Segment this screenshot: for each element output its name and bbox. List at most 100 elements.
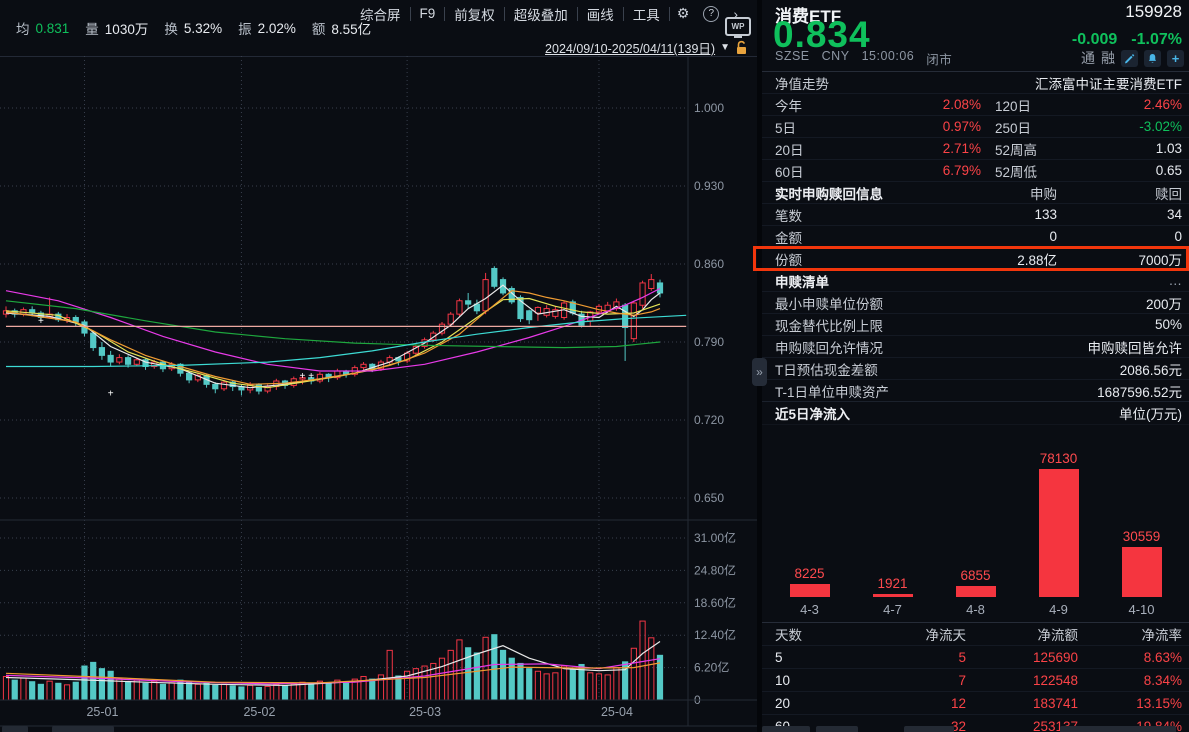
svg-text:0.790: 0.790 [694, 335, 724, 349]
panel-expander[interactable]: » [752, 358, 767, 386]
avg-value: 0.831 [35, 20, 70, 36]
bottom-tab-stub[interactable] [816, 726, 858, 732]
chart-pane: 均 0.831 量 1030万 换 5.32% 振 2.02% 额 8.55亿 … [0, 0, 757, 732]
svg-text:1.000: 1.000 [694, 101, 724, 115]
redeem-row: 最小申赎单位份额 200万 [762, 292, 1189, 314]
svg-text:0.720: 0.720 [694, 413, 724, 427]
change-value: -0.009 [1071, 31, 1118, 48]
svg-text:25-03: 25-03 [409, 705, 441, 719]
toolbar-item-composite-screen[interactable]: 综合屏 [360, 7, 401, 23]
nav-stat-row: 60日 6.79% 52周低 0.65 [762, 160, 1189, 182]
nav-title: 净值走势 [775, 76, 829, 92]
amplitude-value: 2.02% [257, 20, 296, 36]
amplitude-label: 振 [238, 22, 252, 37]
amount-value: 8.55亿 [331, 22, 372, 37]
fund-name: 汇添富中证主要消费ETF [1035, 76, 1182, 92]
redeem-row: T日预估现金差额 2086.56元 [762, 358, 1189, 380]
toolbar-item-draw-line[interactable]: 画线 [586, 7, 614, 23]
volume-label: 量 [85, 22, 99, 37]
edit-icon[interactable] [1121, 49, 1138, 67]
chart-header: 均 0.831 量 1030万 换 5.32% 振 2.02% 额 8.55亿 … [0, 0, 757, 57]
realtime-section-header: 实时申购赎回信息 申购 赎回 [762, 182, 1189, 204]
realtime-row-amount: 金额 0 0 [762, 226, 1189, 248]
gear-icon[interactable]: ⚙ [676, 5, 690, 21]
change-percent: -1.07% [1131, 31, 1182, 48]
session-status: 闭市 [926, 53, 953, 67]
unlock-icon[interactable] [735, 40, 748, 55]
date-range-selector[interactable]: 2024/09/10-2025/04/11(139日) [545, 42, 716, 56]
inflow-bar [955, 586, 996, 597]
turnover-value: 5.32% [183, 20, 223, 36]
bottom-tab-stub[interactable] [1060, 726, 1176, 732]
add-icon[interactable]: + [1167, 49, 1184, 67]
inflow-unit-label: 单位(万元) [1119, 407, 1182, 422]
quote-stats: 均 0.831 量 1030万 换 5.32% 振 2.02% 额 8.55亿 [6, 18, 371, 38]
amount-label: 额 [311, 22, 326, 37]
quote-time: 15:00:06 [861, 49, 915, 63]
inflow-categories: 4-3 4-7 4-8 4-9 4-10 [762, 597, 1189, 623]
bottom-tab-stub[interactable] [904, 726, 954, 732]
inflow-bar [1121, 547, 1162, 597]
svg-text:0.930: 0.930 [694, 179, 724, 193]
bell-icon[interactable] [1144, 49, 1161, 67]
redeem-row: 申购赎回允许情况 申购赎回皆允许 [762, 336, 1189, 358]
currency-label: CNY [821, 49, 850, 63]
toolbar-item-forward-adjust[interactable]: 前复权 [454, 7, 495, 23]
subscribe-column-header: 申购 [1030, 186, 1057, 202]
inflow-bar [872, 594, 913, 597]
svg-text:+: + [300, 371, 306, 382]
realtime-row-shares: 份额 2.88亿 7000万 [753, 246, 1189, 271]
bottom-tab-stub[interactable] [762, 726, 810, 732]
svg-text:+: + [38, 316, 44, 327]
svg-text:6.20亿: 6.20亿 [694, 660, 729, 675]
instrument-name: 消费ETF [775, 7, 842, 26]
chevron-down-icon[interactable]: ▼ [720, 42, 730, 53]
more-icon[interactable]: … [1168, 273, 1183, 288]
price-change: -0.009 -1.07% [1072, 31, 1182, 49]
toolbar-item-f9[interactable]: F9 [419, 6, 436, 21]
inflow-bar [789, 584, 830, 597]
redeem-row: T-1日单位申赎资产 1687596.52元 [762, 380, 1189, 402]
market-status: SZSE CNY 15:00:06 闭市 [775, 49, 952, 68]
quote-panel: 消费ETF 159928 0.834 -0.009 -1.07% SZSE CN… [753, 0, 1189, 732]
margin-badge: 融 [1101, 50, 1115, 66]
quote-header: 消费ETF 159928 0.834 -0.009 -1.07% SZSE CN… [762, 0, 1189, 72]
svg-text:12.40亿: 12.40亿 [694, 627, 736, 642]
last-price: 0.834 [773, 14, 871, 55]
svg-text:31.00亿: 31.00亿 [694, 530, 736, 545]
flow-table-row: 20 12 183741 13.15% [762, 692, 1189, 715]
svg-text:+: + [108, 389, 114, 400]
window-popup-icon[interactable]: WP [725, 17, 751, 38]
nav-stat-row: 今年 2.08% 120日 2.46% [762, 94, 1189, 116]
svg-text:+: + [308, 371, 314, 382]
exchange-label: SZSE [775, 49, 810, 63]
bottom-tab-stub[interactable] [2, 726, 28, 732]
svg-text:25-01: 25-01 [86, 705, 118, 719]
chevron-right-icon[interactable]: › [733, 5, 738, 22]
kline-chart[interactable]: 1.000 0.930 0.860 0.790 0.720 0.650 31.00亿 24.8… [0, 56, 757, 732]
svg-text:0.650: 0.650 [694, 491, 724, 505]
turnover-label: 换 [164, 22, 178, 37]
redeem-section-header: 申赎清单 … [762, 270, 1189, 292]
bottom-tab-stub[interactable] [52, 726, 114, 732]
toolbar-item-super-overlay[interactable]: 超级叠加 [513, 7, 568, 23]
flow-table-row: 10 7 122548 8.34% [762, 669, 1189, 692]
chart-subheader: WP 2024/09/10-2025/04/11(139日) ▼ [337, 17, 757, 56]
inflow-bar [1038, 469, 1079, 597]
help-icon[interactable]: ? [703, 5, 720, 22]
toolbar-item-tools[interactable]: 工具 [632, 7, 660, 23]
instrument-code: 159928 [1125, 2, 1182, 21]
realtime-row-count: 笔数 133 34 [762, 204, 1189, 226]
redeem-row: 现金替代比例上限 50% [762, 314, 1189, 336]
nav-section-header: 净值走势 汇添富中证主要消费ETF [762, 72, 1189, 94]
svg-text:0.860: 0.860 [694, 257, 724, 271]
avg-label: 均 [16, 22, 30, 37]
svg-text:18.60亿: 18.60亿 [694, 595, 736, 610]
chart-toolbar: 综合屏 F9 前复权 超级叠加 画线 工具 ⚙ ? › [351, 0, 745, 27]
svg-text:25-02: 25-02 [243, 705, 275, 719]
redeem-column-header: 赎回 [1155, 186, 1182, 202]
flow-table-row: 5 5 125690 8.63% [762, 646, 1189, 669]
svg-text:24.80亿: 24.80亿 [694, 562, 736, 577]
nav-stat-row: 5日 0.97% 250日 -3.02% [762, 116, 1189, 138]
